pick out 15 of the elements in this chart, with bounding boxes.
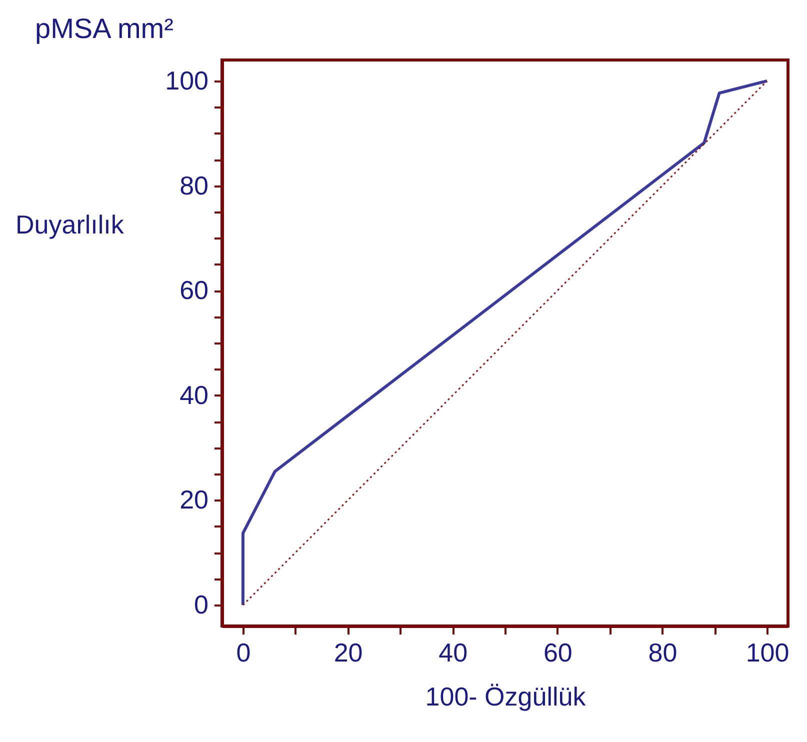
x-tick-label: 0 — [236, 638, 251, 668]
y-tick-label: 0 — [194, 590, 208, 620]
x-tick-label: 80 — [648, 638, 678, 668]
x-tick-label: 40 — [438, 638, 468, 668]
x-tick-label: 100 — [746, 638, 790, 668]
y-tick-label: 40 — [180, 380, 208, 410]
y-tick-label: 100 — [165, 65, 208, 96]
y-tick-label: 60 — [180, 275, 208, 306]
x-tick-label: 60 — [543, 638, 572, 668]
y-tick-label: 20 — [180, 484, 208, 515]
y-tick-label: 80 — [180, 170, 208, 200]
chart-title: pMSA mm² — [35, 13, 174, 44]
y-axis-title: Duyarlılık — [16, 210, 125, 240]
x-axis-title: 100- Özgüllük — [425, 682, 587, 712]
x-tick-label: 20 — [334, 638, 363, 668]
